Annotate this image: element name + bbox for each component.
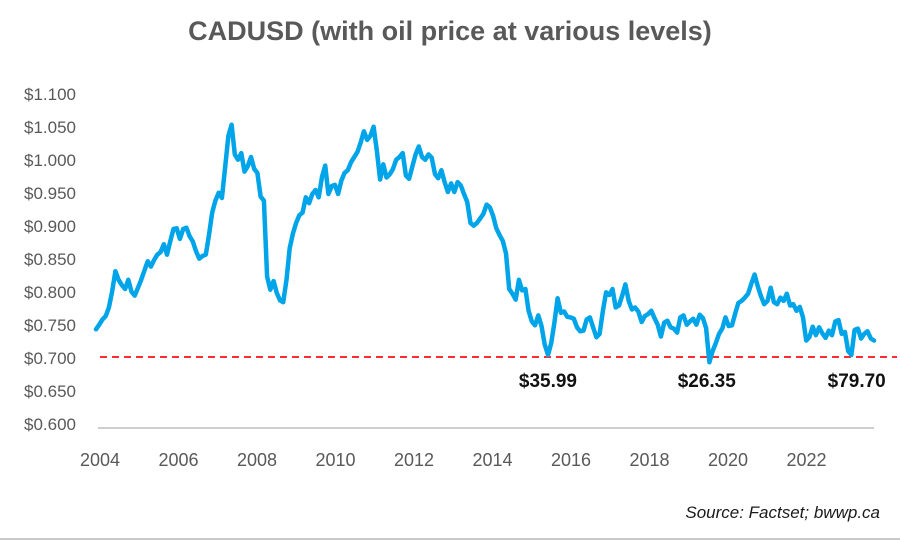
oil-price-annotation: $79.70 [827,371,886,392]
x-axis-tick-label: 2018 [629,450,670,470]
x-axis-tick-label: 2020 [707,450,749,470]
y-axis-tick-label: $0.700 [24,349,76,368]
y-axis-tick-label: $0.600 [24,415,76,434]
y-axis-tick-label: $1.000 [24,151,76,170]
x-axis-tick-label: 2010 [315,450,356,470]
x-axis-tick-label: 2006 [158,450,199,470]
x-axis-tick-label: 2016 [550,450,592,470]
y-axis-tick-label: $0.750 [24,316,76,335]
y-axis-tick-label: $0.900 [24,217,76,236]
oil-price-annotation: $35.99 [518,371,577,392]
bottom-divider [0,538,900,540]
y-axis-tick-label: $0.650 [24,382,76,401]
x-axis-tick-label: 2022 [786,450,827,470]
chart-title: CADUSD (with oil price at various levels… [188,16,712,46]
x-axis-tick-label: 2004 [79,450,121,470]
y-axis-tick-label: $0.850 [24,250,76,269]
y-axis-tick-label: $0.800 [24,283,76,302]
y-axis-tick-label: $1.050 [24,118,76,137]
cadusd-series-line [93,122,877,365]
y-axis-tick-label: $1.100 [24,85,76,104]
x-axis-tick-label: 2014 [472,450,513,470]
x-axis-tick-label: 2008 [236,450,278,470]
x-axis-tick-label: 2012 [393,450,435,470]
y-axis-tick-label: $0.950 [24,184,76,203]
oil-price-annotation: $26.35 [677,371,736,392]
source-note: Source: Factset; bwwp.ca [685,503,880,522]
